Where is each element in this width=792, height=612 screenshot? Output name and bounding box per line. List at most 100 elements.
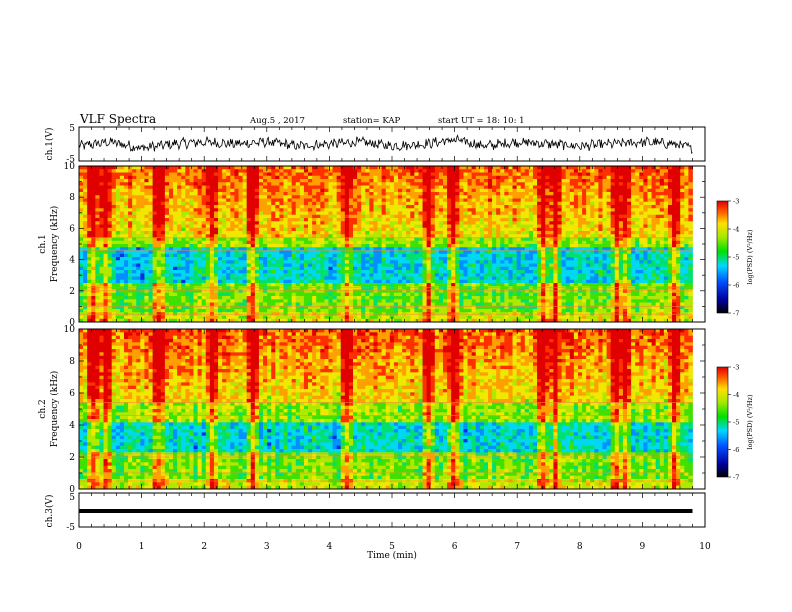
- spectrogram-cell: [279, 309, 284, 313]
- spectrogram-cell: [377, 250, 383, 255]
- spectrogram-cell: [230, 250, 235, 255]
- spectrogram-cell: [283, 315, 288, 320]
- spectrogram-cell: [275, 208, 280, 212]
- spectrogram-cell: [95, 240, 100, 245]
- spectrogram-cell: [185, 309, 190, 313]
- spectrogram-cell: [369, 188, 374, 193]
- spectrogram-cell: [234, 279, 239, 284]
- spectrogram-cell: [111, 299, 117, 303]
- spectrogram-cell: [119, 260, 125, 264]
- spectrogram-cell: [119, 172, 125, 177]
- spectrogram-cell: [443, 276, 448, 281]
- spectrogram-cell: [393, 182, 399, 186]
- spectrogram-cell: [316, 224, 321, 229]
- spectrogram-cell: [242, 279, 248, 284]
- spectrogram-cell: [483, 247, 489, 251]
- spectrogram-cell: [83, 289, 88, 294]
- spectrogram-cell: [357, 185, 362, 190]
- spectrogram-cell: [344, 198, 350, 203]
- spectrogram-cell: [132, 231, 137, 235]
- spectrogram-cell: [279, 276, 284, 281]
- spectrogram-cell: [119, 315, 125, 320]
- spectrogram-cell: [189, 266, 194, 271]
- spectrogram-cell: [164, 218, 170, 222]
- spectrogram-cell: [361, 257, 366, 261]
- spectrogram-cell: [422, 257, 428, 261]
- spectrogram-cell: [328, 198, 333, 203]
- spectrogram-cell: [226, 179, 231, 183]
- spectrogram-cell: [103, 299, 109, 303]
- spectrogram-cell: [107, 279, 113, 284]
- spectrogram-cell: [369, 195, 374, 199]
- spectrogram-cell: [152, 185, 158, 190]
- spectrogram-cell: [263, 211, 268, 216]
- spectrogram-cell: [422, 205, 428, 209]
- spectrogram-cell: [475, 296, 481, 300]
- spectrogram-cell: [136, 315, 141, 320]
- spectrogram-cell: [279, 205, 284, 209]
- spectrogram-cell: [398, 244, 403, 248]
- spectrogram-cell: [168, 283, 174, 287]
- spectrogram-cell: [332, 273, 338, 277]
- spectrogram-cell: [324, 250, 329, 255]
- spectrogram-cell: [107, 276, 113, 281]
- spectrogram-cell: [209, 283, 215, 287]
- spectrogram-cell: [406, 192, 411, 196]
- spectrogram-cell: [316, 240, 321, 245]
- spectrogram-cell: [168, 296, 174, 300]
- spectrogram-cell: [348, 305, 354, 310]
- spectrogram-cell: [119, 302, 125, 307]
- spectrogram-cell: [344, 179, 350, 183]
- spectrogram-cell: [463, 198, 468, 203]
- spectrogram-cell: [373, 309, 378, 313]
- spectrogram-cell: [267, 198, 272, 203]
- spectrogram-cell: [324, 296, 329, 300]
- spectrogram-cell: [103, 250, 109, 255]
- spectrogram-cell: [164, 263, 170, 268]
- spectrogram-cell: [164, 299, 170, 303]
- spectrogram-cell: [336, 188, 342, 193]
- spectrogram-cell: [361, 289, 366, 294]
- spectrogram-cell: [332, 179, 338, 183]
- spectrogram-cell: [95, 185, 100, 190]
- spectrogram-cell: [283, 205, 288, 209]
- spectrogram-cell: [471, 273, 477, 277]
- spectrogram-cell: [91, 279, 96, 284]
- spectrogram-cell: [156, 302, 162, 307]
- spectrogram-cell: [353, 318, 358, 323]
- spectrogram-cell: [267, 292, 272, 297]
- spectrogram-cell: [353, 192, 358, 196]
- spectrogram-cell: [426, 179, 432, 183]
- spectrogram-cell: [201, 192, 207, 196]
- spectrogram-cell: [156, 201, 162, 206]
- spectrogram-cell: [128, 250, 133, 255]
- spectrogram-cell: [303, 257, 309, 261]
- spectrogram-cell: [218, 309, 223, 313]
- spectrogram-cell: [189, 305, 194, 310]
- spectrogram-cell: [132, 179, 137, 183]
- spectrogram-cell: [361, 270, 366, 274]
- spectrogram-cell: [209, 185, 215, 190]
- spectrogram-cell: [254, 205, 260, 209]
- spectrogram-cell: [455, 208, 460, 212]
- spectrogram-cell: [430, 172, 436, 177]
- spectrogram-cell: [459, 205, 464, 209]
- spectrogram-cell: [451, 260, 456, 264]
- spectrogram-cell: [83, 305, 88, 310]
- spectrogram-cell: [144, 211, 149, 216]
- ch1-waveform-trace: [78, 134, 693, 154]
- spectrogram-cell: [144, 253, 149, 258]
- spectrogram-cell: [479, 289, 485, 294]
- spectrogram-cell: [189, 260, 194, 264]
- spectrogram-cell: [205, 185, 211, 190]
- spectrogram-cell: [209, 253, 215, 258]
- spectrogram-cell: [361, 185, 366, 190]
- spectrogram-cell: [226, 234, 231, 238]
- spectrogram-cell: [275, 273, 280, 277]
- spectrogram-cell: [246, 266, 252, 271]
- spectrogram-cell: [463, 318, 468, 323]
- spectrogram-cell: [340, 175, 346, 180]
- spectrogram-cell: [275, 257, 280, 261]
- spectrogram-cell: [99, 195, 104, 199]
- spectrogram-cell: [287, 247, 293, 251]
